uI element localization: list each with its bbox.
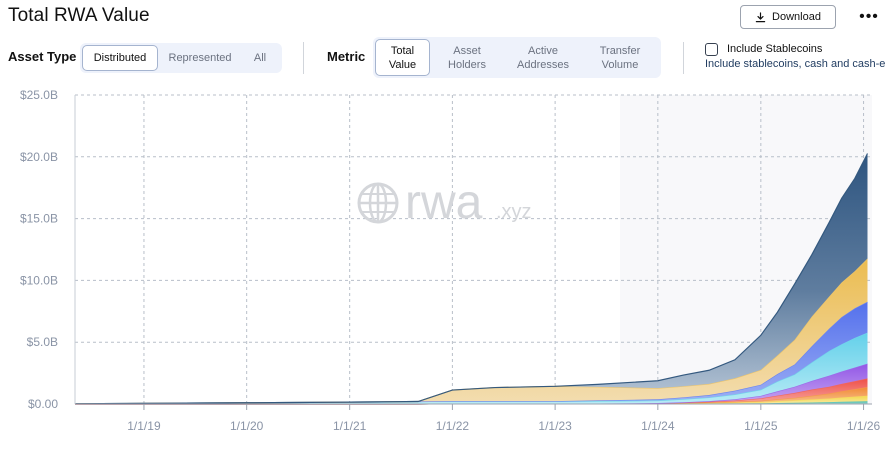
metric-option-asset-holders[interactable]: Asset Holders (430, 39, 504, 76)
area-line-navy (74, 153, 869, 405)
download-icon (755, 11, 766, 22)
include-stablecoins-description: Include stablecoins, cash and cash-e (705, 58, 886, 70)
y-tick-label: $15.0B (20, 212, 58, 226)
metric-option-line: Value (388, 58, 417, 71)
metric-option-line: Addresses (517, 58, 569, 71)
include-stablecoins-checkbox[interactable] (705, 43, 718, 56)
y-tick-label: $10.0B (20, 273, 58, 287)
x-tick-label: 1/1/20 (230, 419, 264, 433)
download-button[interactable]: Download (740, 5, 836, 29)
include-stablecoins-label[interactable]: Include Stablecoins (727, 43, 823, 55)
metric-option-line: Holders (448, 58, 486, 71)
x-tick-label: 1/1/26 (847, 419, 881, 433)
y-tick-label: $20.0B (20, 150, 58, 164)
asset-type-label: Asset Type (8, 49, 77, 64)
metric-option-active-addresses[interactable]: Active Addresses (504, 39, 582, 76)
asset-type-option-represented[interactable]: Represented (168, 52, 232, 64)
metric-option-transfer-volume[interactable]: Transfer Volume (582, 39, 658, 76)
metric-option-line: Transfer (599, 44, 641, 57)
metric-option-line: Active (528, 44, 558, 57)
metric-option-line: Total (390, 44, 415, 57)
y-tick-label: $5.0B (27, 335, 58, 349)
x-tick-label: 1/1/25 (744, 419, 778, 433)
page-title: Total RWA Value (8, 5, 150, 26)
metric-option-line: Volume (601, 58, 639, 71)
y-tick-label: $25.0B (20, 88, 58, 102)
watermark-suffix: .xyz (496, 201, 532, 223)
metric-option-total-value[interactable]: Total Value (375, 39, 430, 76)
metric-label: Metric (327, 49, 366, 64)
y-tick-label: $0.00 (28, 397, 58, 411)
more-options-button[interactable]: ••• (859, 8, 879, 25)
filter-divider (683, 42, 684, 74)
x-tick-label: 1/1/22 (436, 419, 470, 433)
watermark-text: rwa (405, 176, 483, 229)
x-tick-label: 1/1/24 (641, 419, 675, 433)
x-tick-label: 1/1/23 (538, 419, 572, 433)
filter-divider (303, 42, 304, 74)
watermark: rwa .xyz (357, 176, 532, 229)
asset-type-toggle: Distributed Represented All (80, 43, 282, 73)
asset-type-option-distributed[interactable]: Distributed (82, 45, 158, 71)
metric-toggle: Total Value Asset Holders Active Address… (373, 37, 661, 78)
metric-option-line: Asset (453, 44, 481, 57)
download-label: Download (772, 11, 821, 23)
asset-type-option-all[interactable]: All (253, 52, 267, 64)
x-tick-label: 1/1/19 (127, 419, 161, 433)
x-tick-label: 1/1/21 (333, 419, 367, 433)
